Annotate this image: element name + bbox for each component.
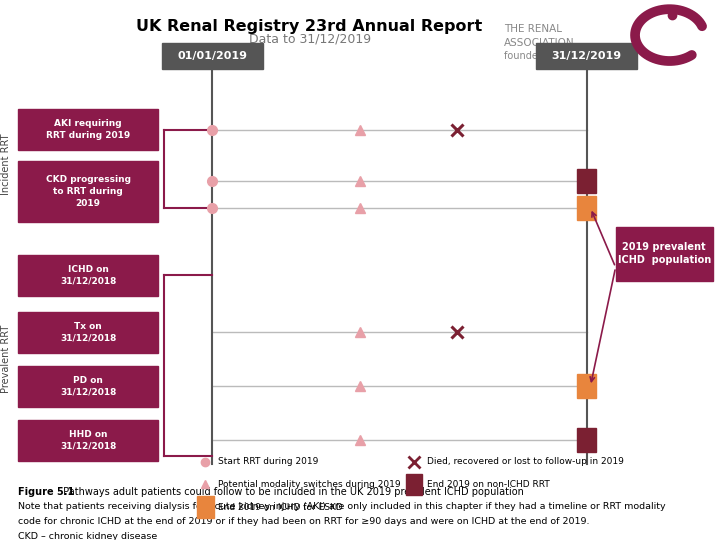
Text: THE RENAL: THE RENAL (504, 24, 562, 35)
FancyBboxPatch shape (577, 169, 596, 193)
FancyBboxPatch shape (577, 374, 596, 398)
Text: End 2019 on non-ICHD RRT: End 2019 on non-ICHD RRT (427, 480, 549, 489)
FancyBboxPatch shape (536, 43, 637, 69)
FancyBboxPatch shape (197, 496, 214, 518)
Text: Start RRT during 2019: Start RRT during 2019 (218, 457, 318, 466)
FancyBboxPatch shape (577, 428, 596, 452)
FancyBboxPatch shape (18, 109, 158, 150)
Text: Died, recovered or lost to follow-up in 2019: Died, recovered or lost to follow-up in … (427, 457, 624, 466)
Text: Figure 5.1: Figure 5.1 (18, 487, 74, 497)
FancyBboxPatch shape (162, 43, 263, 69)
Text: Tx on
31/12/2018: Tx on 31/12/2018 (60, 322, 117, 342)
FancyBboxPatch shape (616, 227, 713, 281)
Text: CKD progressing
to RRT during
2019: CKD progressing to RRT during 2019 (45, 176, 131, 208)
FancyBboxPatch shape (18, 420, 158, 461)
Text: ASSOCIATION: ASSOCIATION (504, 38, 575, 48)
FancyBboxPatch shape (577, 196, 596, 220)
Text: 2019 prevalent
ICHD  population: 2019 prevalent ICHD population (618, 242, 711, 265)
Text: PD on
31/12/2018: PD on 31/12/2018 (60, 376, 117, 396)
Text: End 2019 on ICHD for ESKD: End 2019 on ICHD for ESKD (218, 503, 343, 511)
FancyBboxPatch shape (18, 366, 158, 407)
FancyBboxPatch shape (18, 255, 158, 296)
Text: code for chronic ICHD at the end of 2019 or if they had been on RRT for ≥90 days: code for chronic ICHD at the end of 2019… (18, 517, 590, 526)
Text: Prevalent RRT: Prevalent RRT (1, 325, 11, 393)
Text: Note that patients receiving dialysis for acute kidney injury (AKI) are only inc: Note that patients receiving dialysis fo… (18, 502, 665, 511)
FancyBboxPatch shape (18, 161, 158, 222)
Text: founded 1950: founded 1950 (504, 51, 572, 62)
Text: HHD on
31/12/2018: HHD on 31/12/2018 (60, 430, 117, 450)
Text: Incident RRT: Incident RRT (1, 134, 11, 195)
Text: UK Renal Registry 23rd Annual Report: UK Renal Registry 23rd Annual Report (137, 19, 482, 34)
Text: 01/01/2019: 01/01/2019 (177, 51, 248, 61)
FancyBboxPatch shape (18, 312, 158, 353)
FancyBboxPatch shape (405, 474, 423, 495)
Text: Data to 31/12/2019: Data to 31/12/2019 (248, 32, 371, 45)
Text: CKD – chronic kidney disease: CKD – chronic kidney disease (18, 532, 157, 540)
Text: Pathways adult patients could follow to be included in the UK 2019 prevalent ICH: Pathways adult patients could follow to … (60, 487, 523, 497)
Text: Potential modality switches during 2019: Potential modality switches during 2019 (218, 480, 401, 489)
Text: 31/12/2019: 31/12/2019 (552, 51, 622, 61)
Text: ICHD on
31/12/2018: ICHD on 31/12/2018 (60, 265, 117, 286)
Text: AKI requiring
RRT during 2019: AKI requiring RRT during 2019 (46, 119, 130, 140)
